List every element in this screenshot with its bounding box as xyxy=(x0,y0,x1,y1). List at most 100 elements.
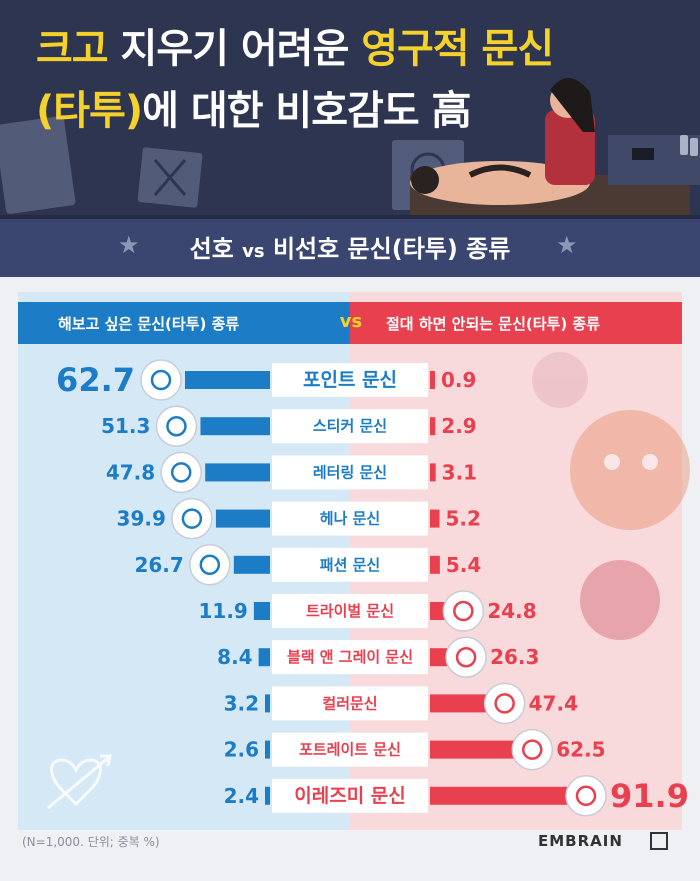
title-segment: 지우기 어려운 xyxy=(120,26,362,72)
category-label: 헤나 문신 xyxy=(320,510,380,528)
black-grey-icon xyxy=(445,636,487,678)
value-label-preferred: 51.3 xyxy=(101,414,150,438)
value-label-preferred: 8.4 xyxy=(217,645,252,669)
star-icon: ★ xyxy=(118,231,140,259)
preferred-header-bar xyxy=(18,302,350,344)
sticker-sheet-icon-glyph xyxy=(166,415,187,437)
header-banner: 크고 지우기 어려운 영구적 문신 (타투)에 대한 비호감도 高 xyxy=(0,0,700,215)
heart-arrow-icon-glyph xyxy=(150,369,172,391)
henna-eye-icon-glyph xyxy=(181,508,203,529)
title-line-1: 크고 지우기 어려운 영구적 문신 xyxy=(36,16,554,74)
sticker-sheet-icon xyxy=(155,405,198,447)
brand-mark-icon xyxy=(650,832,668,850)
category-pill xyxy=(272,455,428,490)
bar-preferred xyxy=(265,786,270,805)
category-pill xyxy=(272,686,428,721)
irezumi-icon-glyph xyxy=(575,785,597,807)
bar-preferred xyxy=(233,555,270,574)
disliked-header: 절대 하면 안되는 문신(타투) 종류 xyxy=(386,315,601,333)
category-label: 트라이벌 문신 xyxy=(306,602,394,620)
header-illustration xyxy=(0,0,700,215)
subtitle-part: 비선호 문신(타투) 종류 xyxy=(264,235,511,263)
irezumi-icon xyxy=(565,775,607,817)
category-label: 패션 문신 xyxy=(320,556,380,574)
subtitle-vs: vs xyxy=(242,241,265,262)
lettering-icon xyxy=(160,451,202,494)
value-label-disliked: 0.9 xyxy=(441,368,476,392)
fashion-swallow-icon xyxy=(189,544,231,586)
value-label-preferred: 26.7 xyxy=(134,553,183,577)
title-segment: 영구적 문신 xyxy=(361,26,554,72)
lettering-icon-glyph xyxy=(170,462,192,483)
bar-preferred xyxy=(258,648,270,667)
title-segment: (타투) xyxy=(36,88,143,134)
color-tattoo-icon xyxy=(483,682,526,725)
decor-layer xyxy=(47,352,690,810)
color-tattoo-icon-glyph xyxy=(494,693,515,714)
category-label: 포트레이트 문신 xyxy=(299,741,401,759)
bar-disliked xyxy=(430,463,436,482)
bar-preferred xyxy=(265,740,270,759)
preferred-header: 해보고 싶은 문신(타투) 종류 xyxy=(58,315,240,333)
title-segment: 에 대한 비호감도 高 xyxy=(142,88,471,134)
value-label-preferred: 2.4 xyxy=(224,784,259,808)
black-grey-icon-glyph xyxy=(455,646,477,668)
value-label-preferred: 11.9 xyxy=(199,599,248,623)
value-label-disliked: 2.9 xyxy=(441,414,476,438)
value-label-disliked: 62.5 xyxy=(556,738,605,762)
category-pill xyxy=(272,409,428,444)
category-label: 레터링 문신 xyxy=(313,463,387,481)
heart-arrow-decor-icon xyxy=(47,754,112,810)
bar-preferred xyxy=(200,417,270,436)
category-pill xyxy=(272,594,428,628)
value-label-preferred: 2.6 xyxy=(224,738,259,762)
title-segment: 크고 xyxy=(36,26,121,72)
value-label-preferred: 3.2 xyxy=(224,691,259,715)
value-label-disliked: 24.8 xyxy=(487,599,536,623)
bar-preferred xyxy=(185,371,270,389)
value-label-disliked: 26.3 xyxy=(490,645,539,669)
disliked-header-bar xyxy=(350,302,682,344)
star-icon: ★ xyxy=(556,231,578,259)
bar-preferred xyxy=(205,463,270,482)
value-label-preferred: 39.9 xyxy=(117,507,166,531)
category-pill xyxy=(272,640,428,675)
bar-disliked xyxy=(430,417,436,436)
vs-badge: vs xyxy=(339,311,363,332)
subtitle-part: 선호 xyxy=(189,235,243,263)
category-label: 포인트 문신 xyxy=(303,369,397,391)
portrait-icon xyxy=(511,728,554,771)
brand-logo: EMBRAIN xyxy=(538,832,623,850)
category-pill xyxy=(272,778,428,813)
category-label: 스티커 문신 xyxy=(313,417,387,435)
heart-arrow-icon xyxy=(140,359,182,401)
value-label-disliked: 3.1 xyxy=(442,460,477,484)
category-label: 컬러문신 xyxy=(322,694,377,712)
value-label-disliked: 47.4 xyxy=(529,691,578,715)
title-line-2: (타투)에 대한 비호감도 高 xyxy=(36,78,472,136)
value-label-preferred: 47.8 xyxy=(106,460,155,484)
bar-preferred xyxy=(253,602,270,620)
bar-preferred xyxy=(215,509,270,528)
tribal-icon-glyph xyxy=(453,600,474,622)
category-pill xyxy=(272,732,428,767)
category-pill xyxy=(272,501,428,536)
henna-eye-icon xyxy=(171,497,213,540)
subtitle: 선호 vs 비선호 문신(타투) 종류 xyxy=(0,229,700,264)
tribal-icon xyxy=(442,590,485,632)
value-label-preferred: 62.7 xyxy=(56,361,135,399)
bar-disliked xyxy=(430,371,435,389)
footnote: (N=1,000. 단위; 중복 %) xyxy=(22,835,160,849)
portrait-icon-glyph xyxy=(522,739,543,760)
bar-preferred xyxy=(265,694,270,713)
subtitle-bar: ★ 선호 vs 비선호 문신(타투) 종류 ★ xyxy=(0,215,700,277)
category-label: 블랙 앤 그레이 문신 xyxy=(287,648,413,666)
value-label-disliked: 91.9 xyxy=(610,777,689,815)
category-label: 이레즈미 문신 xyxy=(294,785,406,807)
value-label-disliked: 5.2 xyxy=(446,507,481,531)
bar-disliked xyxy=(430,555,440,574)
dragon-tiger-icon xyxy=(532,352,690,640)
bar-disliked xyxy=(430,786,598,805)
fashion-swallow-icon-glyph xyxy=(199,554,221,576)
